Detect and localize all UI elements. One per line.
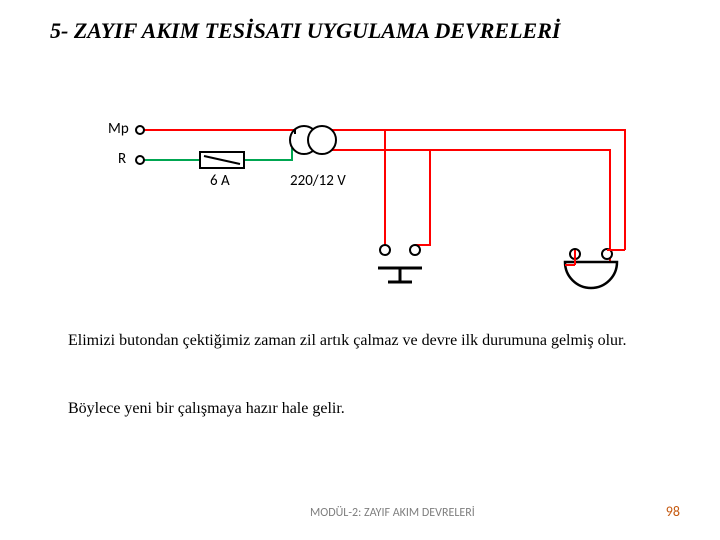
paragraph-1: Elimizi butondan çektiğimiz zaman zil ar… (30, 330, 690, 352)
page-title: 5- ZAYIF AKIM TESİSATI UYGULAMA DEVRELER… (50, 18, 560, 44)
circuit-diagram: Mp R 6 A 220/12 V (0, 90, 720, 320)
paragraph-2: Böylece yeni bir çalışmaya hazır hale ge… (30, 398, 690, 420)
transformer-label: 220/12 V (290, 172, 346, 190)
mp-terminal-label: Mp (108, 120, 129, 138)
r-terminal-label: R (118, 150, 126, 168)
fuse-label: 6 A (210, 172, 230, 190)
page-number: 98 (666, 503, 680, 520)
footer-module-text: MODÜL-2: ZAYIF AKIM DEVRELERİ (310, 506, 475, 520)
